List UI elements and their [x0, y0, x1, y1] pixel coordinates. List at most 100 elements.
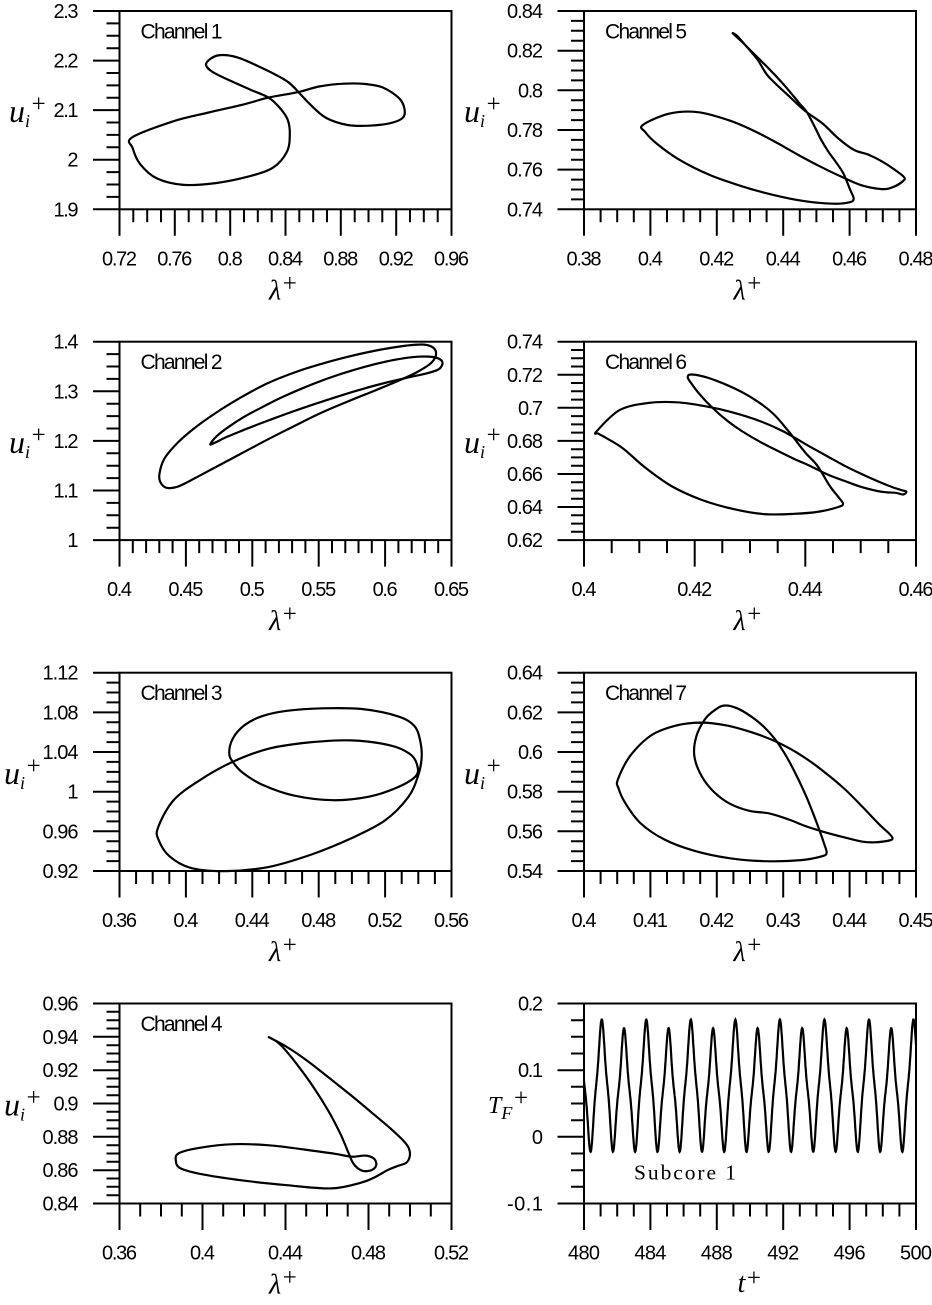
svg-text:Channel 4: Channel 4 [141, 1013, 223, 1036]
svg-text:0.4: 0.4 [107, 579, 132, 601]
svg-text:0.45: 0.45 [899, 910, 932, 932]
svg-text:0.74: 0.74 [507, 332, 543, 354]
svg-text:0.7: 0.7 [518, 398, 543, 420]
svg-text:0.65: 0.65 [434, 579, 469, 601]
svg-text:0.4: 0.4 [572, 910, 597, 932]
svg-text:0.43: 0.43 [766, 910, 801, 932]
svg-text:0.56: 0.56 [434, 910, 469, 932]
svg-text:0: 0 [532, 1127, 543, 1149]
svg-text:0.42: 0.42 [699, 910, 734, 932]
svg-text:0.4: 0.4 [190, 1243, 215, 1265]
svg-text:0.48: 0.48 [899, 248, 932, 270]
svg-text:0.72: 0.72 [102, 248, 137, 270]
svg-text:0.84: 0.84 [43, 1194, 79, 1216]
svg-text:1: 1 [67, 530, 78, 552]
svg-text:0.46: 0.46 [832, 248, 867, 270]
svg-text:0.58: 0.58 [507, 782, 543, 804]
svg-text:0.5: 0.5 [240, 579, 265, 601]
svg-text:0.62: 0.62 [507, 530, 543, 552]
svg-text:0.64: 0.64 [507, 497, 543, 519]
svg-text:2: 2 [67, 150, 78, 172]
svg-text:0.38: 0.38 [567, 248, 602, 270]
svg-text:2.1: 2.1 [54, 100, 79, 122]
svg-text:0.36: 0.36 [102, 910, 137, 932]
svg-text:0.48: 0.48 [351, 1243, 386, 1265]
svg-text:484: 484 [634, 1243, 666, 1265]
svg-text:0.44: 0.44 [832, 910, 867, 932]
svg-text:1.3: 1.3 [54, 381, 79, 403]
svg-text:-0.1: -0.1 [507, 1194, 543, 1216]
svg-text:0.96: 0.96 [434, 248, 469, 270]
svg-text:0.9: 0.9 [54, 1094, 79, 1116]
svg-text:0.52: 0.52 [368, 910, 403, 932]
svg-text:0.92: 0.92 [43, 861, 79, 883]
svg-text:0.64: 0.64 [507, 663, 543, 685]
svg-text:0.4: 0.4 [173, 910, 198, 932]
svg-text:496: 496 [834, 1243, 866, 1265]
svg-text:0.84: 0.84 [507, 1, 543, 23]
svg-text:0.44: 0.44 [268, 1243, 303, 1265]
svg-text:0.84: 0.84 [268, 248, 303, 270]
svg-text:Channel 7: Channel 7 [605, 682, 687, 705]
svg-text:0.74: 0.74 [507, 199, 543, 221]
svg-text:0.4: 0.4 [638, 248, 663, 270]
svg-text:Channel 6: Channel 6 [605, 351, 687, 374]
svg-text:0.54: 0.54 [507, 861, 543, 883]
svg-text:0.45: 0.45 [168, 579, 203, 601]
svg-text:0.66: 0.66 [507, 464, 543, 486]
svg-text:488: 488 [701, 1243, 733, 1265]
svg-text:0.78: 0.78 [507, 120, 543, 142]
svg-text:0.56: 0.56 [507, 821, 543, 843]
svg-text:0.62: 0.62 [507, 702, 543, 724]
svg-text:500: 500 [900, 1243, 932, 1265]
svg-text:0.76: 0.76 [507, 160, 543, 182]
svg-text:0.76: 0.76 [157, 248, 192, 270]
svg-text:492: 492 [767, 1243, 799, 1265]
svg-text:0.42: 0.42 [677, 579, 712, 601]
svg-text:0.6: 0.6 [518, 742, 543, 764]
svg-text:Channel 2: Channel 2 [141, 351, 223, 374]
svg-text:Channel 5: Channel 5 [605, 21, 687, 44]
svg-text:0.88: 0.88 [43, 1127, 79, 1149]
svg-text:0.96: 0.96 [43, 821, 79, 843]
svg-text:1.1: 1.1 [54, 481, 79, 503]
svg-text:1.12: 1.12 [43, 663, 79, 685]
svg-text:0.68: 0.68 [507, 431, 543, 453]
svg-text:0.8: 0.8 [518, 80, 543, 102]
svg-text:0.4: 0.4 [572, 579, 597, 601]
svg-text:Channel 3: Channel 3 [141, 682, 223, 705]
svg-text:1.08: 1.08 [43, 702, 79, 724]
svg-text:480: 480 [568, 1243, 600, 1265]
svg-text:0.94: 0.94 [43, 1027, 79, 1049]
svg-text:0.52: 0.52 [434, 1243, 469, 1265]
svg-text:0.44: 0.44 [766, 248, 801, 270]
svg-text:0.36: 0.36 [102, 1243, 137, 1265]
svg-text:0.92: 0.92 [379, 248, 414, 270]
svg-text:0.1: 0.1 [518, 1060, 543, 1082]
svg-text:0.44: 0.44 [235, 910, 270, 932]
svg-text:2.3: 2.3 [54, 1, 79, 23]
svg-text:0.82: 0.82 [507, 41, 543, 63]
svg-text:0.96: 0.96 [43, 994, 79, 1016]
svg-text:1.4: 1.4 [54, 332, 79, 354]
svg-text:0.41: 0.41 [633, 910, 668, 932]
svg-text:Channel 1: Channel 1 [141, 21, 223, 44]
svg-text:1.04: 1.04 [43, 742, 79, 764]
svg-text:1.2: 1.2 [54, 431, 79, 453]
svg-text:0.46: 0.46 [899, 579, 932, 601]
svg-text:0.6: 0.6 [373, 579, 398, 601]
svg-text:0.42: 0.42 [699, 248, 734, 270]
svg-text:1.9: 1.9 [54, 199, 79, 221]
svg-text:2.2: 2.2 [54, 51, 79, 73]
svg-text:1: 1 [67, 782, 78, 804]
svg-text:0.92: 0.92 [43, 1060, 79, 1082]
svg-text:0.44: 0.44 [788, 579, 823, 601]
svg-text:0.86: 0.86 [43, 1160, 79, 1182]
svg-text:Subcore 1: Subcore 1 [634, 1161, 736, 1185]
svg-text:0.72: 0.72 [507, 365, 543, 387]
svg-text:0.2: 0.2 [518, 994, 543, 1016]
svg-text:0.48: 0.48 [301, 910, 336, 932]
svg-text:0.88: 0.88 [323, 248, 358, 270]
svg-text:0.8: 0.8 [218, 248, 243, 270]
svg-text:0.55: 0.55 [301, 579, 336, 601]
